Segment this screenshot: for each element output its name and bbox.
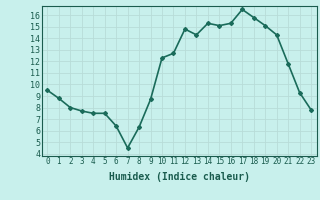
X-axis label: Humidex (Indice chaleur): Humidex (Indice chaleur) <box>109 172 250 182</box>
